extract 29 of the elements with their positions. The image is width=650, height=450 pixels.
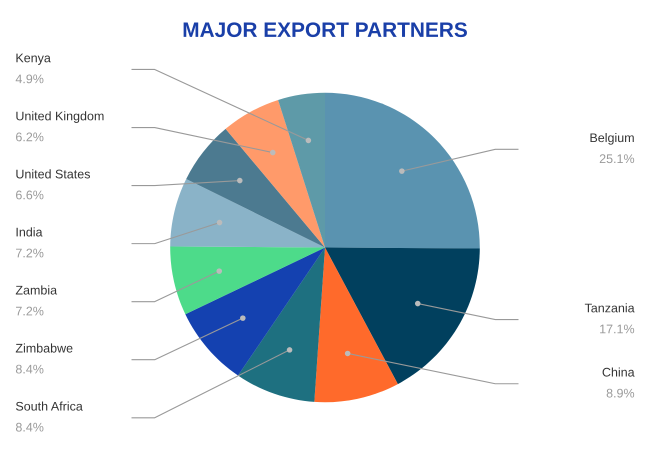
chart-title: MAJOR EXPORT PARTNERS <box>184 22 467 38</box>
pie-slice <box>170 178 325 248</box>
slice-label: Belgium <box>590 133 634 145</box>
data-label: 8.4% <box>16 364 44 374</box>
data-label: 6.6% <box>16 190 44 200</box>
data-label: 7.2% <box>16 248 44 258</box>
data-label: 8.9% <box>606 388 634 398</box>
data-label: 17.1% <box>600 324 634 334</box>
data-label: 8.4% <box>16 422 44 432</box>
pie-slice <box>314 248 398 402</box>
data-label: 6.2% <box>16 132 44 142</box>
pie-slice <box>186 128 325 248</box>
slice-label: South Africa <box>16 401 83 411</box>
slice-label: Kenya <box>16 54 51 65</box>
pie-slice <box>170 246 325 314</box>
slice-label: Zimbabwe <box>16 343 73 353</box>
slice-label: United States <box>16 169 90 178</box>
data-label: 4.9% <box>16 74 44 84</box>
data-label: 25.1% <box>600 154 634 164</box>
slice-label: India <box>16 227 43 237</box>
pie-slice <box>185 248 325 376</box>
data-label: 7.2% <box>16 306 44 316</box>
slice-label: China <box>602 367 635 377</box>
pie-slice <box>238 248 325 402</box>
slice-label: United Kingdom <box>16 111 104 123</box>
pie-slice <box>226 100 325 248</box>
slice-label: Zambia <box>16 285 58 295</box>
slice-label: Tanzania <box>584 303 635 312</box>
pie-slice <box>325 248 480 384</box>
